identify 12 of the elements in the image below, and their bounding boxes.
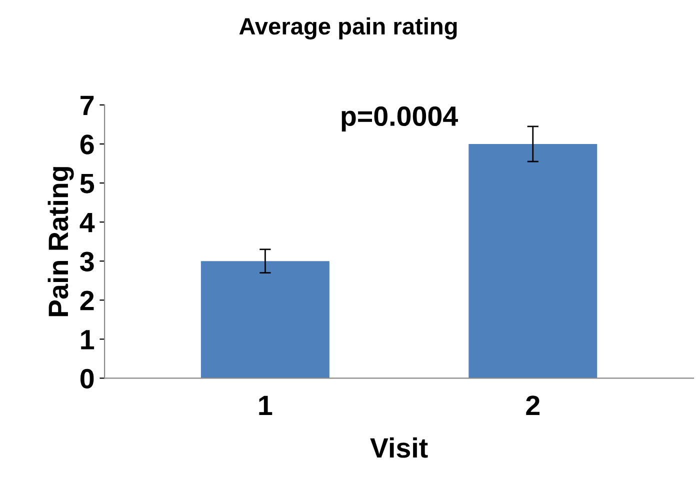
x-axis-title: Visit (370, 437, 428, 458)
y-tick-label: 4 (80, 213, 95, 232)
y-axis-title: Pain Rating (48, 167, 74, 316)
y-tick-label: 0 (80, 368, 94, 389)
y-tick-label: 5 (80, 174, 94, 194)
annotation: p=0.0004 (342, 106, 458, 132)
y-tick-label: 3 (80, 252, 94, 272)
y-tick-label: 6 (80, 134, 94, 154)
y-tick-label: 7 (80, 96, 94, 116)
chart-title: Average pain rating (239, 17, 457, 40)
y-tick-label: 1 (81, 330, 94, 350)
y-tick-label: 2 (80, 290, 94, 310)
